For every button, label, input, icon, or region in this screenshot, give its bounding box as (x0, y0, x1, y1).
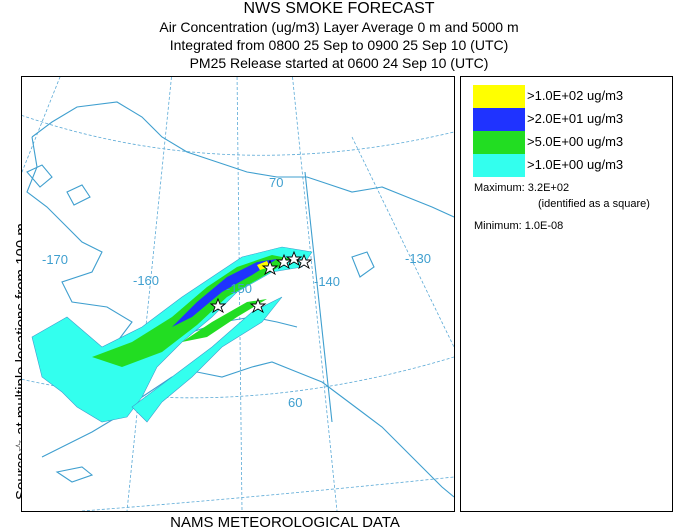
legend-label-cyan: >1.0E+00 ug/m3 (527, 157, 624, 172)
gulf-coast (171, 361, 454, 498)
lat-label-70: 70 (269, 175, 283, 190)
graticule (22, 77, 454, 511)
islands-4 (351, 251, 375, 278)
meridian-150 (236, 77, 243, 511)
legend-swatch-blue (473, 108, 525, 131)
parallel-60 (22, 356, 454, 399)
legend-item-yellow: >1.0E+02 ug/m3 (473, 85, 668, 108)
smoke-map: 70 60 -170 -160 -150 -140 -130 (22, 77, 454, 511)
source-star (295, 253, 313, 270)
parallel-70 (22, 115, 454, 156)
legend-minimum: Minimum: 1.0E-08 (474, 220, 564, 232)
source-star (249, 297, 267, 314)
meridian-180 (22, 77, 61, 174)
peninsula (41, 376, 173, 458)
coastline (26, 101, 454, 498)
meridian-130 (351, 136, 454, 348)
legend-maximum: Maximum: 3.2E+02 (474, 182, 570, 194)
lon-label-160: -160 (133, 273, 159, 288)
alaska-coast (31, 101, 454, 218)
legend-label-yellow: >1.0E+02 ug/m3 (527, 88, 624, 103)
legend-item-cyan: >1.0E+00 ug/m3 (473, 154, 668, 177)
legend-swatch-cyan (473, 154, 525, 177)
subtitle-release: PM25 Release started at 0600 24 Sep 10 (… (189, 55, 489, 71)
lon-label-150: -150 (226, 281, 252, 296)
islands-2 (66, 184, 91, 206)
source-markers (209, 250, 313, 314)
plume-blue (172, 259, 277, 327)
lon-label-140: -140 (314, 274, 340, 289)
source-star (209, 297, 227, 314)
map-panel: 70 60 -170 -160 -150 -140 -130 (21, 76, 455, 512)
legend-item-blue: >2.0E+01 ug/m3 (473, 108, 668, 131)
meridian-160 (126, 77, 172, 511)
meridian-140 (292, 77, 338, 511)
lon-label-170: -170 (42, 252, 68, 267)
lat-label-60: 60 (288, 395, 302, 410)
islands-3 (55, 466, 94, 483)
subtitle-integration: Integrated from 0800 25 Sep to 0900 25 S… (169, 37, 509, 53)
legend-label-blue: >2.0E+01 ug/m3 (527, 111, 624, 126)
legend-maximum-note: (identified as a square) (538, 198, 650, 210)
lon-label-130: -130 (405, 251, 431, 266)
plume-green-south (182, 299, 267, 342)
border-141 (304, 171, 333, 423)
legend-swatch-yellow (473, 85, 525, 108)
islands-1 (26, 164, 53, 188)
legend-item-green: >5.0E+00 ug/m3 (473, 131, 668, 154)
graticule-labels: 70 60 -170 -160 -150 -140 -130 (42, 175, 431, 410)
source-star (285, 250, 303, 267)
legend-panel: >1.0E+02 ug/m3 >2.0E+01 ug/m3 >5.0E+00 u… (460, 76, 673, 512)
legend-label-green: >5.0E+00 ug/m3 (527, 134, 624, 149)
page-title: NWS SMOKE FORECAST (243, 0, 435, 17)
parallel-50 (81, 476, 454, 511)
source-star (275, 253, 293, 270)
smoke-plume (31, 246, 313, 423)
plume-cyan-south (131, 296, 283, 423)
footer-data-source: NAMS METEOROLOGICAL DATA (170, 514, 400, 531)
subtitle-concentration: Air Concentration (ug/m3) Layer Average … (159, 19, 519, 35)
source-star (261, 259, 279, 276)
legend-swatch-green (473, 131, 525, 154)
